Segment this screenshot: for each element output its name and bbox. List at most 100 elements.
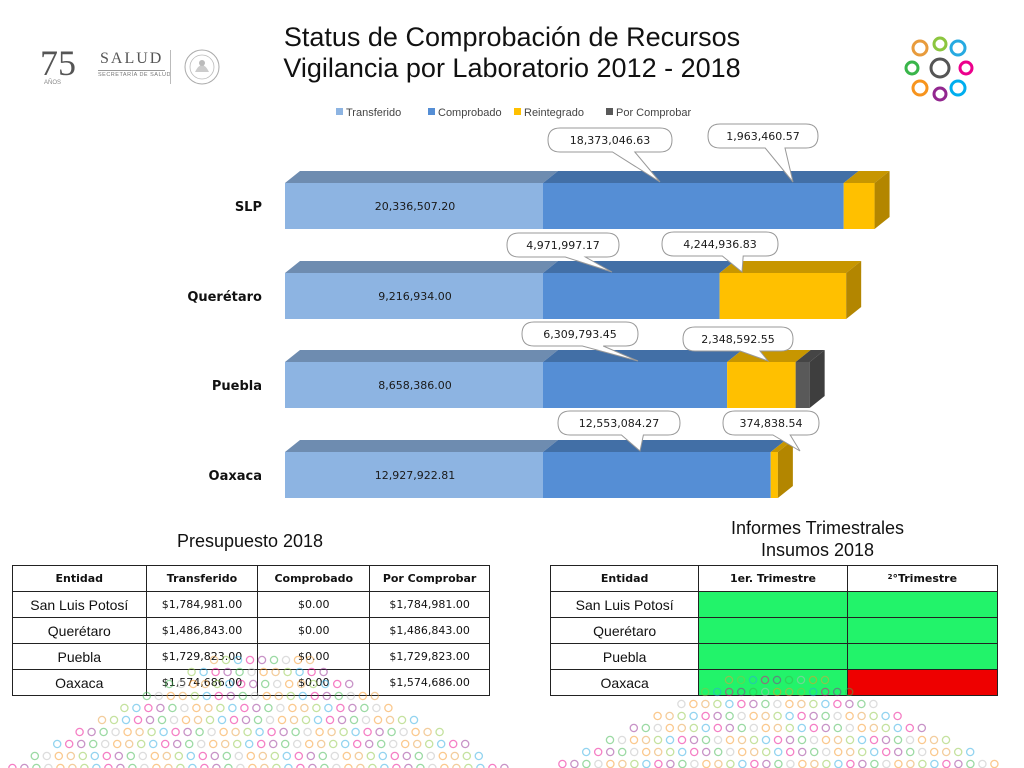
header-2do-trimestre: 2°Trimestre xyxy=(846,565,999,592)
decorative-ring xyxy=(761,699,770,709)
informes-title-line-2: Insumos 2018 xyxy=(760,540,875,560)
decorative-ring xyxy=(204,703,213,713)
decorative-ring xyxy=(678,759,687,768)
title-line-1: Status de Comprobación de Recursos xyxy=(283,22,741,52)
decorative-ring xyxy=(190,691,200,701)
category-label-0: SLP xyxy=(235,200,262,215)
bar-3-0 xyxy=(285,452,543,498)
decorative-ring xyxy=(162,751,172,761)
cell-1er-trimestre-status xyxy=(698,643,848,670)
decorative-ring xyxy=(226,691,236,701)
decorative-ring xyxy=(327,727,336,737)
decorative-ring xyxy=(713,711,722,721)
callout-bubble-1-2 xyxy=(661,231,779,273)
decorative-ring xyxy=(198,751,208,761)
decorative-ring xyxy=(116,763,125,768)
decorative-ring xyxy=(677,711,686,721)
decorative-ring xyxy=(97,715,107,725)
decorative-ring xyxy=(785,735,795,745)
callout-bubble-0-2 xyxy=(707,123,819,183)
cell-1er-trimestre-status xyxy=(698,591,848,618)
callout-bubble-2-2 xyxy=(682,326,794,363)
decorative-ring xyxy=(352,739,362,749)
decorative-ring xyxy=(738,759,747,768)
decorative-ring xyxy=(244,739,254,749)
decorative-ring xyxy=(387,727,396,737)
decorative-ring xyxy=(500,763,509,768)
cell-2do-trimestre-status xyxy=(846,669,999,696)
decorative-ring xyxy=(641,723,651,733)
cell-comprobado: $0.00 xyxy=(257,617,371,644)
decorative-ring xyxy=(893,747,903,757)
cell-transferido: $1,486,843.00 xyxy=(145,617,259,644)
decorative-ring xyxy=(749,711,758,721)
decorative-ring xyxy=(233,655,243,665)
decorative-ring xyxy=(845,711,854,721)
decorative-ring xyxy=(20,763,29,768)
decorative-ring xyxy=(857,747,867,757)
decorative-ring xyxy=(737,723,747,733)
decorative-ring xyxy=(133,715,143,725)
bar-1-1 xyxy=(543,273,720,319)
table-row: Querétaro $1,486,843.00 $0.00 $1,486,843… xyxy=(12,617,490,644)
decorative-ring xyxy=(260,679,270,689)
decorative-ring xyxy=(68,763,77,768)
informes-title-line-1: Informes Trimestrales xyxy=(730,518,905,538)
decorative-ring xyxy=(833,735,843,745)
decorative-ring xyxy=(713,699,722,709)
decorative-ring xyxy=(354,751,364,761)
decorative-ring xyxy=(689,735,699,745)
logo-secretaria: SECRETARÍA DE SALUD xyxy=(98,72,171,78)
decorative-ring xyxy=(223,667,232,677)
header-1er-trimestre: 1er. Trimestre xyxy=(698,565,848,592)
decorative-ring xyxy=(220,739,230,749)
decorative-ring xyxy=(665,735,675,745)
decorative-ring xyxy=(785,723,795,733)
decorative-ring xyxy=(846,759,855,768)
bar-top-3-1 xyxy=(543,440,786,452)
legend-swatch-2 xyxy=(514,108,521,115)
decorative-ring xyxy=(701,711,710,721)
decorative-ring xyxy=(104,763,113,768)
decorative-ring xyxy=(714,759,723,768)
decorative-ring xyxy=(375,727,384,737)
decorative-ring xyxy=(296,763,305,768)
decorative-ring xyxy=(761,711,770,721)
decorative-ring xyxy=(279,727,288,737)
decorative-ring xyxy=(761,735,771,745)
decorative-ring xyxy=(488,763,497,768)
decorative-ring xyxy=(123,727,132,737)
decorative-ring xyxy=(448,739,458,749)
bar-top-0-1 xyxy=(543,171,859,183)
decorative-ring xyxy=(882,759,891,768)
cell-entidad: Puebla xyxy=(549,643,700,670)
decorative-ring xyxy=(702,759,711,768)
decorative-ring xyxy=(142,691,152,701)
decorative-ring xyxy=(701,723,711,733)
callout-1-1: 4,971,997.17 xyxy=(506,232,620,273)
decorative-ring xyxy=(869,699,878,709)
decorative-ring xyxy=(929,747,939,757)
decorative-ring xyxy=(322,691,332,701)
bar-2-0 xyxy=(285,362,543,408)
decorative-ring xyxy=(174,751,184,761)
decorative-ring xyxy=(440,763,449,768)
cell-por-comprobar: $1,574,686.00 xyxy=(369,669,490,696)
decorative-ring xyxy=(581,747,591,757)
logo-divider xyxy=(170,50,171,84)
decorative-ring xyxy=(373,715,383,725)
decorative-ring xyxy=(238,691,248,701)
decorative-ring xyxy=(310,691,320,701)
decorative-ring xyxy=(364,739,374,749)
decorative-ring xyxy=(953,747,963,757)
stacked-bar-chart: Transferido Comprobado Reintegrado Por Comp… xyxy=(187,107,890,498)
legend-swatch-1 xyxy=(428,108,435,115)
decorative-ring xyxy=(268,739,278,749)
decorative-ring xyxy=(132,703,141,713)
table-row: Oaxaca $1,574,686.00 $0.00 $1,574,686.00 xyxy=(12,669,490,696)
decorative-ring xyxy=(941,747,951,757)
decorative-ring xyxy=(148,739,158,749)
data-label-transferido-0: 20,336,507.20 xyxy=(375,200,455,213)
decorative-ring xyxy=(265,715,275,725)
legend-swatch-3 xyxy=(606,108,613,115)
